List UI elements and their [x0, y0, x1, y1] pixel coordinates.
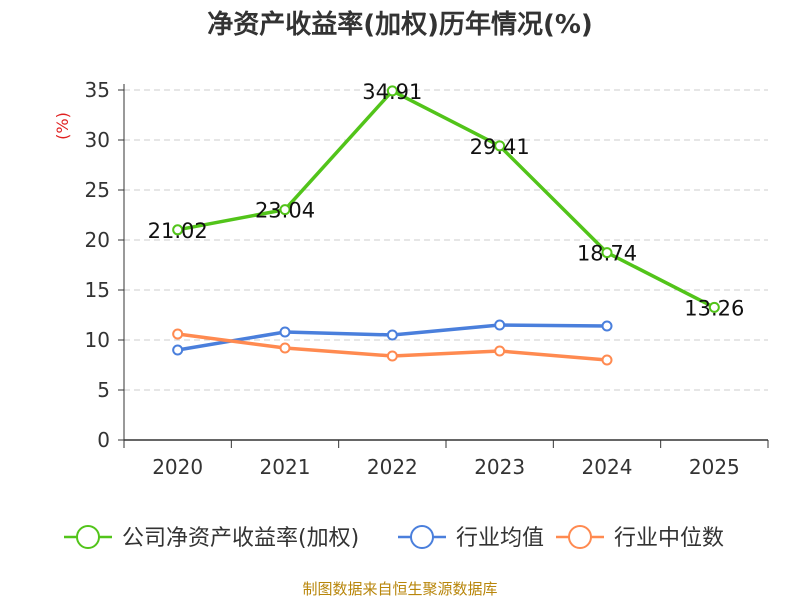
- legend-marker: [410, 525, 434, 549]
- data-point: [279, 326, 291, 338]
- data-point: [601, 320, 613, 332]
- data-point: [494, 140, 506, 152]
- data-point: [601, 354, 613, 366]
- x-tick-label: 2025: [689, 455, 740, 479]
- chart-title: 净资产收益率(加权)历年情况(%): [207, 10, 593, 40]
- legend[interactable]: 公司净资产收益率(加权) 行业均值 行业中位数: [64, 525, 724, 551]
- legend-label: 行业均值: [456, 526, 544, 551]
- data-point: [386, 329, 398, 341]
- legend-label: 公司净资产收益率(加权): [122, 526, 359, 551]
- y-axis-label: (%): [53, 112, 72, 140]
- legend-marker: [568, 525, 592, 549]
- data-point: [172, 224, 184, 236]
- data-point: [279, 204, 291, 216]
- data-label: 18.74: [577, 242, 637, 266]
- y-tick-label: 20: [85, 228, 110, 252]
- y-tick-label: 10: [85, 328, 110, 352]
- data-point: [494, 345, 506, 357]
- x-tick-label: 2020: [152, 455, 203, 479]
- data-point: [601, 247, 613, 259]
- data-label: 23.04: [255, 199, 315, 223]
- data-point: [708, 301, 720, 313]
- data-point: [172, 328, 184, 340]
- legend-label: 行业中位数: [614, 526, 724, 551]
- y-tick-label: 15: [85, 278, 110, 302]
- data-label: 34.91: [362, 80, 422, 104]
- y-tick-label: 25: [85, 178, 110, 202]
- data-point: [386, 350, 398, 362]
- legend-item-0[interactable]: 公司净资产收益率(加权): [64, 525, 359, 551]
- data-point: [172, 344, 184, 356]
- series-line-0: [177, 89, 716, 309]
- data-point: [494, 319, 506, 331]
- legend-marker: [76, 525, 100, 549]
- legend-item-2[interactable]: 行业中位数: [556, 525, 724, 551]
- data-labels: 21.02 23.04 34.91 29.41 18.74 13.26: [148, 80, 745, 320]
- y-tick-label: 35: [85, 78, 110, 102]
- y-tick-label: 5: [97, 378, 110, 402]
- series-lines: [172, 85, 720, 366]
- data-label: 29.41: [470, 135, 530, 159]
- x-tick-label: 2022: [367, 455, 418, 479]
- data-point: [279, 342, 291, 354]
- x-tick-label: 2021: [260, 455, 311, 479]
- data-label: 13.26: [684, 296, 744, 320]
- data-point: [386, 85, 398, 97]
- y-tick-label: 30: [85, 128, 110, 152]
- y-tick-label: 0: [97, 428, 110, 452]
- x-tick-label: 2023: [474, 455, 525, 479]
- grid-lines: [124, 89, 768, 391]
- source-note: 制图数据来自恒生聚源数据库: [302, 580, 498, 598]
- x-tick-label: 2024: [582, 455, 633, 479]
- data-label: 21.02: [148, 219, 208, 243]
- legend-item-1[interactable]: 行业均值: [398, 525, 544, 551]
